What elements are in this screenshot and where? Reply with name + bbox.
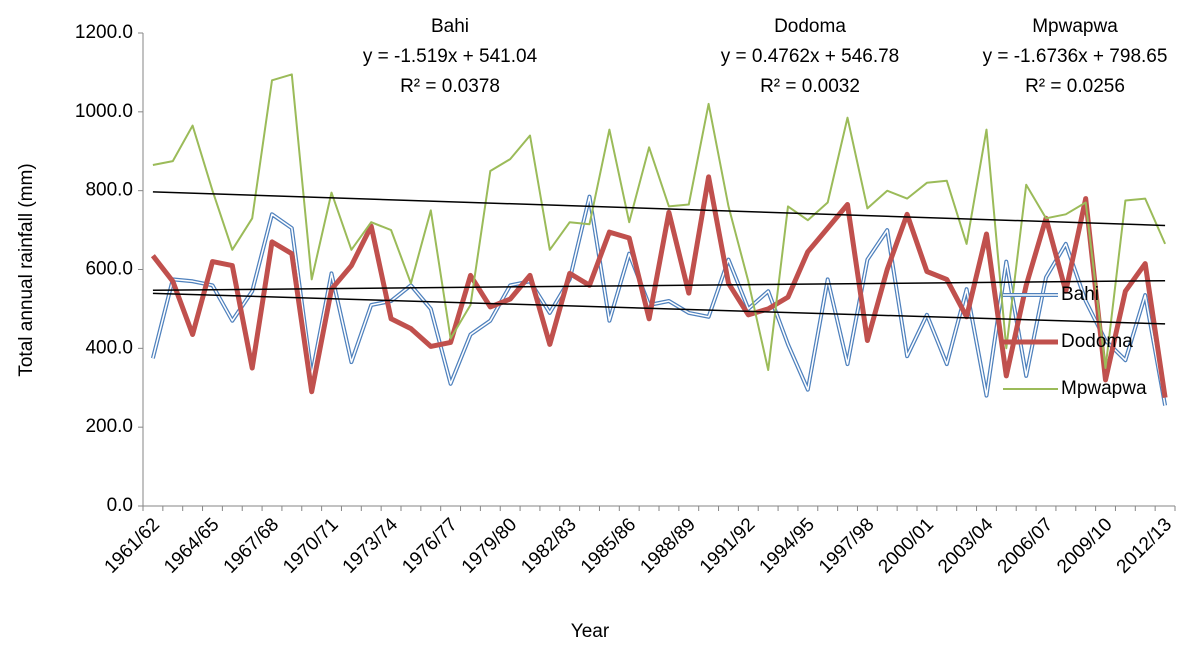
y-tick-label: 0.0	[107, 495, 133, 516]
x-tick-label: 1964/65	[160, 514, 223, 577]
x-tick-label: 2012/13	[1113, 514, 1176, 577]
series-line	[152, 195, 1166, 406]
x-tick-label: 1967/68	[220, 514, 283, 577]
series-line	[150, 174, 1168, 398]
trendline-label: y = 0.4762x + 546.78	[721, 46, 900, 67]
x-tick-label: 2000/01	[875, 514, 938, 577]
trendline-label: Dodoma	[774, 16, 846, 37]
x-tick-label: 1973/74	[339, 514, 403, 578]
y-tick-label: 800.0	[85, 180, 133, 201]
x-axis-label: Year	[571, 621, 610, 642]
x-tick-label: 1961/62	[101, 514, 164, 577]
x-tick-label: 2006/07	[994, 514, 1057, 577]
trendline-label: y = -1.519x + 541.04	[363, 46, 538, 67]
y-tick-label: 600.0	[85, 259, 133, 280]
x-tick-label: 1979/80	[458, 514, 521, 577]
trendline-label: y = -1.6736x + 798.65	[983, 46, 1168, 67]
x-tick-label: 1976/77	[398, 514, 461, 577]
y-tick-label: 1000.0	[75, 101, 133, 122]
trendline	[152, 292, 1166, 325]
trendline	[152, 191, 1166, 227]
x-tick-label: 1988/89	[636, 514, 699, 577]
y-axis-label: Total annual rainfall (mm)	[16, 163, 37, 376]
legend-label: Bahi	[1061, 284, 1099, 305]
x-tick-label: 2003/04	[934, 514, 998, 578]
series-line	[152, 73, 1167, 371]
x-tick-label: 1994/95	[756, 514, 819, 577]
y-tick-label: 400.0	[85, 337, 133, 358]
x-tick-label: 1991/92	[696, 514, 759, 577]
trendline-label: Bahi	[431, 16, 469, 37]
x-tick-label: 1970/71	[279, 514, 342, 577]
x-tick-label: 1997/98	[815, 514, 878, 577]
x-tick-label: 1982/83	[517, 514, 580, 577]
y-tick-label: 200.0	[85, 416, 133, 437]
trendline-label: R² = 0.0256	[1025, 76, 1125, 97]
trendline-label: R² = 0.0378	[400, 76, 500, 97]
legend-label: Mpwapwa	[1061, 378, 1147, 399]
trendline-label: R² = 0.0032	[760, 76, 860, 97]
y-tick-label: 1200.0	[75, 22, 133, 43]
x-tick-label: 1985/86	[577, 514, 640, 577]
trendline-label: Mpwapwa	[1032, 16, 1118, 37]
x-tick-label: 2009/10	[1053, 514, 1116, 577]
trendline	[152, 279, 1166, 292]
legend-label: Dodoma	[1061, 331, 1133, 352]
